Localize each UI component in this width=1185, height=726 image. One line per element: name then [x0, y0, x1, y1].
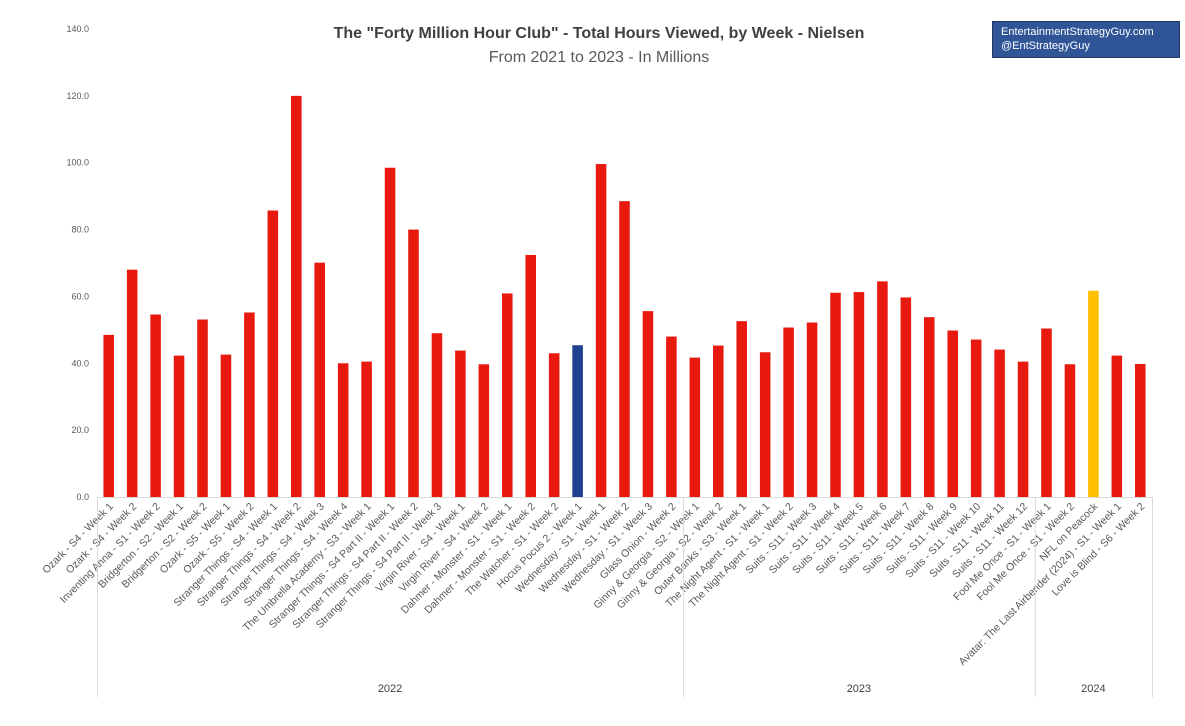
year-group-label: 2024	[1081, 683, 1105, 695]
bar	[220, 354, 232, 497]
credit-box: EntertainmentStrategyGuy.com @EntStrateg…	[992, 21, 1180, 58]
bar	[1088, 290, 1099, 497]
bar	[337, 363, 349, 497]
y-tick-label: 120.0	[66, 91, 89, 101]
bar	[783, 327, 794, 497]
bar	[431, 333, 443, 497]
bar	[150, 314, 161, 497]
x-tick-label: Inventing Anna - S1 - Week 2	[58, 501, 163, 606]
bar	[830, 292, 841, 497]
bar	[384, 167, 396, 497]
bar	[455, 350, 466, 497]
y-axis: 0.0 20.0 40.0 60.0 80.0 100.0 120.0 140.0	[66, 24, 89, 502]
bar	[713, 345, 724, 497]
y-tick-label: 20.0	[71, 425, 89, 435]
bar	[244, 312, 255, 497]
year-group-label: 2023	[847, 683, 871, 695]
bar	[291, 95, 302, 497]
bar	[924, 317, 935, 497]
bar	[994, 349, 1005, 497]
bar	[595, 164, 607, 497]
bar	[572, 345, 583, 497]
bar	[619, 201, 630, 497]
bar	[853, 292, 865, 497]
bar	[1135, 363, 1146, 497]
bar	[666, 336, 677, 497]
bar	[736, 321, 747, 497]
bar	[502, 293, 513, 497]
y-tick-label: 0.0	[76, 492, 89, 502]
chart-subtitle: From 2021 to 2023 - In Millions	[489, 49, 710, 66]
bar	[947, 330, 958, 497]
credit-website: EntertainmentStrategyGuy.com	[1001, 26, 1154, 38]
bar	[314, 262, 325, 497]
bar	[900, 297, 912, 497]
bar	[877, 281, 888, 497]
bar	[1017, 361, 1029, 497]
bar	[1064, 364, 1076, 497]
y-tick-label: 100.0	[66, 158, 89, 168]
bar	[408, 229, 419, 498]
bar	[525, 254, 536, 497]
y-tick-label: 40.0	[71, 358, 89, 368]
bar	[173, 355, 185, 497]
y-tick-label: 140.0	[66, 24, 89, 34]
bar	[689, 357, 701, 497]
bar	[197, 319, 208, 497]
bars	[103, 95, 1146, 498]
bar	[759, 352, 771, 497]
bar	[267, 210, 279, 497]
bar	[478, 364, 490, 497]
bar	[806, 322, 818, 497]
bar	[970, 339, 982, 497]
bar	[642, 311, 654, 497]
bar	[1111, 355, 1123, 497]
bar	[126, 269, 138, 497]
y-tick-label: 60.0	[71, 291, 89, 301]
year-groups: 2022 2023 2024	[97, 497, 1153, 697]
bar	[1041, 328, 1052, 497]
bar	[103, 334, 114, 497]
bar	[548, 353, 560, 497]
bar	[361, 361, 372, 497]
chart-title: The "Forty Million Hour Club" - Total Ho…	[334, 25, 865, 42]
year-group-label: 2022	[378, 683, 402, 695]
credit-handle: @EntStrategyGuy	[1001, 40, 1090, 52]
y-tick-label: 80.0	[71, 225, 89, 235]
